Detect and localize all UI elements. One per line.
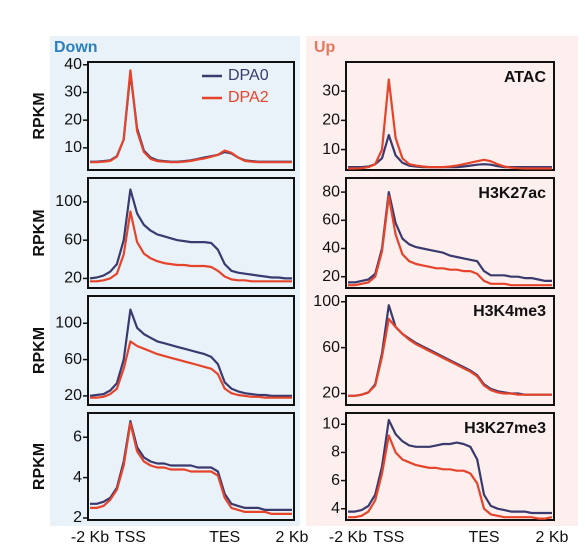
y-tick-label: 20 xyxy=(64,387,82,404)
y-tick-label: 10 xyxy=(322,141,340,158)
profile-line xyxy=(348,317,552,397)
profile-line xyxy=(89,188,292,280)
x-tick-label: -2 Kb xyxy=(329,529,367,546)
y-tick-label: 60 xyxy=(64,351,82,368)
x-tick-label: 2 Kb xyxy=(536,529,569,546)
profile-line xyxy=(90,210,292,283)
x-tick-label: TES xyxy=(209,529,240,546)
y-tick-label: 100 xyxy=(55,314,82,331)
x-tick-label: -2 Kb xyxy=(71,529,109,546)
y-tick-label: 20 xyxy=(64,270,82,287)
panel-frame xyxy=(87,295,295,406)
y-axis-label: RPKM xyxy=(31,209,48,256)
x-tick-label: 2 Kb xyxy=(276,529,309,546)
y-tick-label: 30 xyxy=(322,82,340,99)
profile-line xyxy=(89,308,292,397)
y-tick-label: 8 xyxy=(331,444,340,461)
panel-frame xyxy=(345,295,555,406)
panel-frame xyxy=(87,177,295,289)
profile-line xyxy=(90,69,292,164)
panel-frame xyxy=(345,177,555,289)
panel-frame xyxy=(345,61,555,171)
column-title: Down xyxy=(54,39,98,56)
column-title: Up xyxy=(314,39,336,56)
y-tick-label: 60 xyxy=(322,339,340,356)
panel-label: H3K27ac xyxy=(478,185,546,202)
y-axis-label: RPKM xyxy=(31,92,48,139)
y-tick-label: 4 xyxy=(73,469,82,486)
panel-label: H3K4me3 xyxy=(473,303,546,320)
y-tick-label: 20 xyxy=(322,268,340,285)
y-tick-label: 30 xyxy=(64,84,82,101)
y-tick-label: 2 xyxy=(73,509,82,526)
profile-line xyxy=(90,340,292,399)
profile-line xyxy=(348,195,552,287)
panel-frame xyxy=(345,412,555,521)
y-tick-label: 60 xyxy=(64,231,82,248)
panel-frame xyxy=(87,412,295,521)
y-tick-label: 60 xyxy=(322,212,340,229)
panel-label: H3K27me3 xyxy=(464,420,546,437)
x-tick-label: TSS xyxy=(373,529,404,546)
y-tick-label: 40 xyxy=(64,56,82,73)
legend-label: DPA2 xyxy=(228,89,269,106)
legend-label: DPA0 xyxy=(228,67,269,84)
profile-line xyxy=(348,418,552,515)
panel-frame xyxy=(87,61,295,171)
y-tick-label: 40 xyxy=(322,240,340,257)
y-tick-label: 100 xyxy=(55,193,82,210)
profile-line xyxy=(348,434,553,520)
profile-line xyxy=(348,78,552,170)
y-tick-label: 4 xyxy=(331,500,340,517)
y-tick-label: 20 xyxy=(322,112,340,129)
y-tick-label: 10 xyxy=(64,139,82,156)
profile-line xyxy=(90,422,292,515)
y-tick-label: 20 xyxy=(64,111,82,128)
x-tick-label: TES xyxy=(468,529,499,546)
panel-label: ATAC xyxy=(504,69,547,86)
y-tick-label: 6 xyxy=(73,428,82,445)
y-tick-label: 20 xyxy=(322,385,340,402)
y-tick-label: 6 xyxy=(331,472,340,489)
y-axis-label: RPKM xyxy=(31,443,48,490)
y-axis-label: RPKM xyxy=(31,327,48,374)
x-tick-label: TSS xyxy=(115,529,146,546)
y-tick-label: 10 xyxy=(322,415,340,432)
y-tick-label: 100 xyxy=(313,293,340,310)
y-tick-label: 80 xyxy=(322,183,340,200)
